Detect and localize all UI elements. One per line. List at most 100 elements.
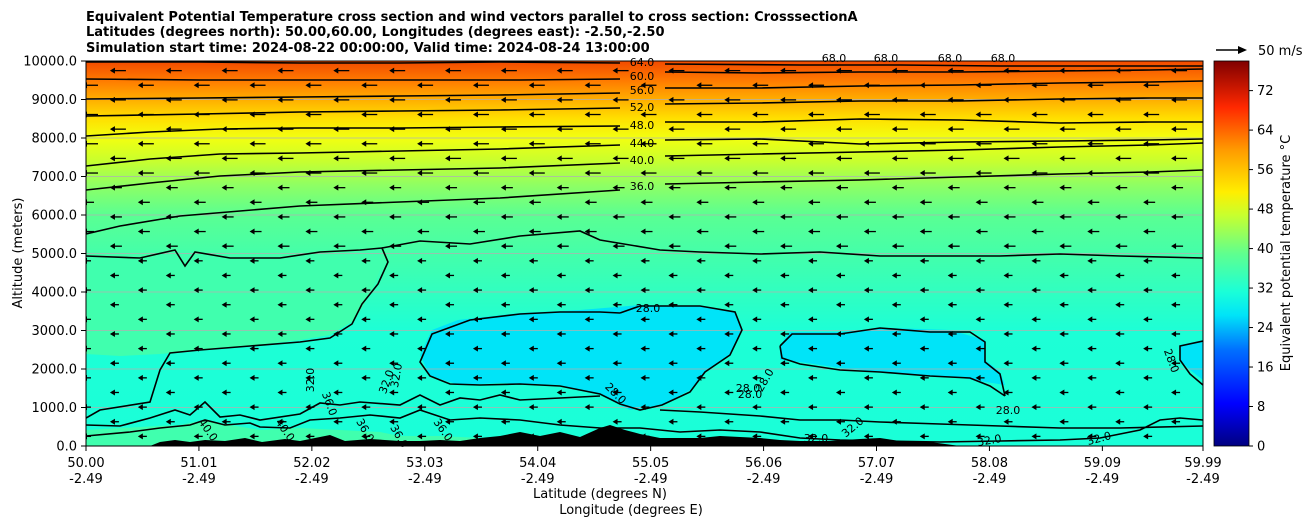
y-tick-label-8: 8000.0 [32,132,78,147]
wind-vector [445,243,458,250]
theta-region-28-a [420,305,742,410]
wind-vector [445,418,455,425]
wind-vector [1059,213,1072,220]
wind-vector [640,257,650,264]
wind-vector [835,301,845,308]
wind-vector [975,140,992,147]
wind-vector [445,96,462,103]
wind-vector [1031,199,1044,206]
contour-label-40: 40.0 [630,154,655,167]
contour-label-60: 60.0 [630,70,655,83]
wind-vector [947,155,964,162]
x-tick-label-lat-10: 59.99 [1184,456,1221,471]
wind-vector [389,418,399,425]
wind-vector [333,360,343,367]
wind-vector [249,82,266,89]
wind-vector [472,228,485,235]
wind-vector [668,67,685,74]
wind-vector [109,155,126,162]
wind-vector [137,345,147,352]
wind-vector [668,213,681,220]
wind-vector [919,374,929,381]
wind-vector [500,184,513,191]
wind-vector [1171,360,1181,367]
wind-vector [1115,418,1125,425]
contour-33 [86,230,1203,419]
wind-vector [1087,316,1097,323]
wind-vector [891,184,904,191]
wind-vector [947,389,957,396]
wind-vector [1143,228,1156,235]
y-tick-label-2: 2000.0 [32,363,78,378]
wind-vector [417,316,427,323]
wind-vector [1171,389,1181,396]
wind-vector [640,228,653,235]
wind-vector [333,272,343,279]
wind-vector [361,111,378,118]
colorbar-tick-label-7: 56 [1257,163,1274,178]
wind-vector [193,140,210,147]
wind-vector [165,155,182,162]
wind-vector [1143,316,1153,323]
wind-vector [417,228,430,235]
plot-area [86,61,1203,446]
wind-vector [556,389,566,396]
wind-vector [389,243,402,250]
wind-vector [500,155,517,162]
x-tick-label-lon-4: -2.49 [521,472,555,487]
wind-vector [891,213,904,220]
wind-vector [947,184,960,191]
colorbar-tick-label-5: 40 [1257,242,1274,257]
wind-vector [137,199,150,206]
wind-vector [612,96,629,103]
wind-vector [528,404,538,411]
wind-vector [1003,213,1016,220]
wind-vector [724,155,741,162]
wind-vector [1059,155,1076,162]
wind-vector [891,96,908,103]
wind-vector [472,199,485,206]
wind-vector [752,374,762,381]
x-tick-label-lat-5: 55.05 [632,456,669,471]
wind-vector [808,82,825,89]
wind-vector [612,330,622,337]
contour-label-32-g: 32.0 [1086,429,1113,448]
wind-vector [724,243,737,250]
wind-vector [780,67,797,74]
contour-label-32-c: 32.0 [388,362,405,388]
wind-vector [472,111,489,118]
wind-vector [109,96,126,103]
wind-vector [193,228,206,235]
wind-vector [919,257,929,264]
wind-vector [808,316,818,323]
wind-vector [696,111,713,118]
wind-vector [361,345,371,352]
wind-vector [863,433,873,440]
wind-vector [668,272,678,279]
wind-vector [165,243,178,250]
quiver-key-label: 50 m/s [1258,44,1303,59]
wind-vector [1115,360,1125,367]
wind-vector [640,170,657,177]
wind-vector [277,330,287,337]
wind-vector [165,418,175,425]
wind-vector [612,67,629,74]
wind-vector [221,243,234,250]
contour-label-32-f: 32.0 [976,432,1002,449]
x-tick-label-lon-1: -2.49 [182,472,216,487]
wind-vector [891,272,901,279]
wind-vector [1003,126,1020,133]
wind-vector [361,257,371,264]
wind-vector [863,287,873,294]
wind-vector [696,374,706,381]
contour-label-32-d: 32.0 [804,432,829,445]
wind-vector [863,374,873,381]
wind-vector [445,301,455,308]
wind-vector [724,126,741,133]
wind-vector [584,82,601,89]
wind-vector [808,228,821,235]
wind-vector [109,272,119,279]
colorbar-tick-label-3: 24 [1257,321,1274,336]
wind-vector [165,96,182,103]
wind-vector [361,374,371,381]
